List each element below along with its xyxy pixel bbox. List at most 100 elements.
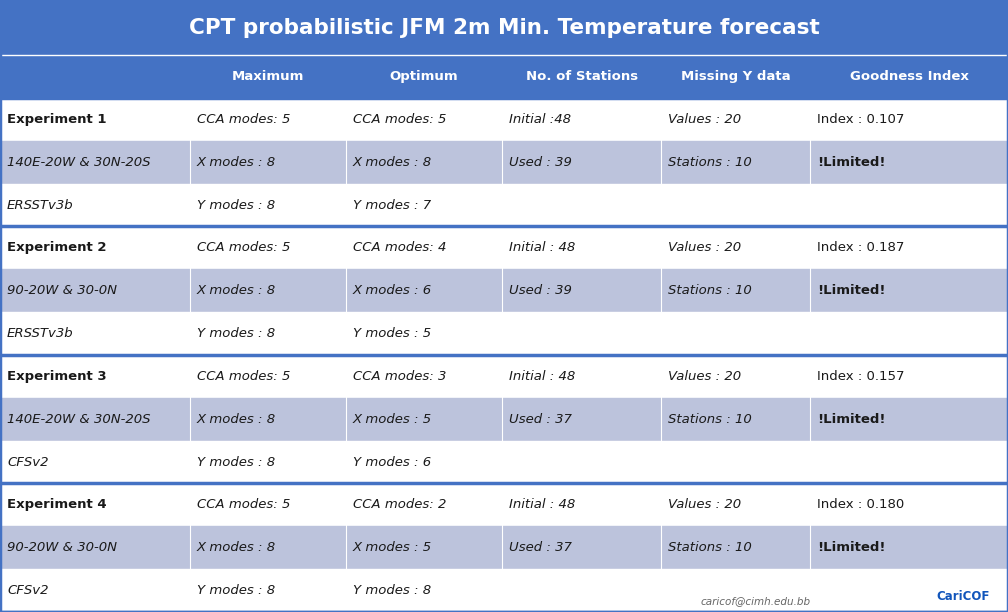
Bar bbox=[502, 569, 661, 612]
Text: Y modes : 5: Y modes : 5 bbox=[353, 327, 431, 340]
Bar bbox=[346, 312, 502, 355]
Bar bbox=[0, 226, 190, 269]
Bar bbox=[502, 483, 661, 526]
Bar bbox=[810, 184, 1008, 226]
Bar bbox=[190, 55, 346, 98]
Bar bbox=[0, 98, 190, 141]
Text: X modes : 5: X modes : 5 bbox=[353, 541, 431, 554]
Bar bbox=[810, 98, 1008, 141]
Bar bbox=[661, 312, 810, 355]
Bar bbox=[190, 269, 346, 312]
Text: ERSSTv3b: ERSSTv3b bbox=[7, 198, 74, 212]
Text: Y modes : 7: Y modes : 7 bbox=[353, 198, 431, 212]
Text: Initial : 48: Initial : 48 bbox=[509, 370, 576, 383]
Text: CCA modes: 5: CCA modes: 5 bbox=[197, 241, 290, 255]
Bar bbox=[346, 98, 502, 141]
Text: X modes : 8: X modes : 8 bbox=[197, 541, 275, 554]
Bar bbox=[0, 312, 190, 355]
Bar bbox=[0, 55, 190, 98]
Bar bbox=[0, 483, 190, 526]
Text: Y modes : 8: Y modes : 8 bbox=[197, 327, 275, 340]
Text: Y modes : 8: Y modes : 8 bbox=[197, 584, 275, 597]
Bar bbox=[661, 483, 810, 526]
Bar bbox=[346, 526, 502, 569]
Bar bbox=[0, 141, 190, 184]
Bar bbox=[346, 184, 502, 226]
Text: X modes : 8: X modes : 8 bbox=[197, 412, 275, 426]
Text: Initial :48: Initial :48 bbox=[509, 113, 572, 126]
Text: Experiment 3: Experiment 3 bbox=[7, 370, 107, 383]
Bar bbox=[661, 398, 810, 441]
Text: !Limited!: !Limited! bbox=[817, 284, 886, 297]
Bar bbox=[346, 398, 502, 441]
Text: Goodness Index: Goodness Index bbox=[850, 70, 969, 83]
Text: 90-20W & 30-0N: 90-20W & 30-0N bbox=[7, 284, 117, 297]
Bar bbox=[190, 355, 346, 398]
Bar bbox=[502, 184, 661, 226]
Bar bbox=[0, 355, 190, 398]
Text: CCA modes: 4: CCA modes: 4 bbox=[353, 241, 447, 255]
Bar bbox=[810, 269, 1008, 312]
Text: CCA modes: 5: CCA modes: 5 bbox=[197, 498, 290, 512]
Bar bbox=[661, 98, 810, 141]
Bar bbox=[0, 0, 1008, 55]
Bar bbox=[0, 184, 190, 226]
Bar bbox=[190, 98, 346, 141]
Text: !Limited!: !Limited! bbox=[817, 412, 886, 426]
Text: Experiment 2: Experiment 2 bbox=[7, 241, 107, 255]
Bar bbox=[0, 569, 190, 612]
Bar bbox=[661, 441, 810, 483]
Bar bbox=[346, 226, 502, 269]
Bar bbox=[661, 526, 810, 569]
Text: 140E-20W & 30N-20S: 140E-20W & 30N-20S bbox=[7, 412, 150, 426]
Bar bbox=[190, 526, 346, 569]
Text: CFSv2: CFSv2 bbox=[7, 455, 48, 469]
Text: Optimum: Optimum bbox=[389, 70, 459, 83]
Bar bbox=[810, 141, 1008, 184]
Bar bbox=[346, 269, 502, 312]
Text: CariCOF: CariCOF bbox=[936, 590, 989, 603]
Bar bbox=[661, 269, 810, 312]
Text: Values : 20: Values : 20 bbox=[668, 498, 742, 512]
Bar bbox=[346, 141, 502, 184]
Bar bbox=[502, 355, 661, 398]
Bar bbox=[661, 141, 810, 184]
Bar bbox=[190, 312, 346, 355]
Text: Index : 0.187: Index : 0.187 bbox=[817, 241, 905, 255]
Bar bbox=[810, 398, 1008, 441]
Text: Used : 37: Used : 37 bbox=[509, 412, 572, 426]
Bar bbox=[190, 441, 346, 483]
Text: Missing Y data: Missing Y data bbox=[681, 70, 790, 83]
Bar bbox=[810, 441, 1008, 483]
Text: Stations : 10: Stations : 10 bbox=[668, 541, 752, 554]
Bar bbox=[346, 355, 502, 398]
Bar bbox=[810, 526, 1008, 569]
Bar bbox=[810, 355, 1008, 398]
Text: Maximum: Maximum bbox=[232, 70, 303, 83]
Bar bbox=[190, 141, 346, 184]
Text: Stations : 10: Stations : 10 bbox=[668, 284, 752, 297]
Bar bbox=[661, 55, 810, 98]
Text: Index : 0.180: Index : 0.180 bbox=[817, 498, 905, 512]
Text: X modes : 8: X modes : 8 bbox=[197, 155, 275, 169]
Bar bbox=[190, 398, 346, 441]
Text: Used : 39: Used : 39 bbox=[509, 284, 572, 297]
Bar bbox=[190, 569, 346, 612]
Text: Initial : 48: Initial : 48 bbox=[509, 498, 576, 512]
Text: caricof@cimh.edu.bb: caricof@cimh.edu.bb bbox=[701, 596, 810, 606]
Bar bbox=[0, 441, 190, 483]
Bar bbox=[810, 226, 1008, 269]
Text: ERSSTv3b: ERSSTv3b bbox=[7, 327, 74, 340]
Bar bbox=[502, 141, 661, 184]
Text: X modes : 5: X modes : 5 bbox=[353, 412, 431, 426]
Bar bbox=[502, 441, 661, 483]
Text: Stations : 10: Stations : 10 bbox=[668, 412, 752, 426]
Bar bbox=[346, 55, 502, 98]
Text: Index : 0.107: Index : 0.107 bbox=[817, 113, 905, 126]
Text: 90-20W & 30-0N: 90-20W & 30-0N bbox=[7, 541, 117, 554]
Text: Values : 20: Values : 20 bbox=[668, 241, 742, 255]
Bar bbox=[502, 55, 661, 98]
Bar bbox=[0, 526, 190, 569]
Text: CCA modes: 5: CCA modes: 5 bbox=[197, 113, 290, 126]
Bar bbox=[810, 55, 1008, 98]
